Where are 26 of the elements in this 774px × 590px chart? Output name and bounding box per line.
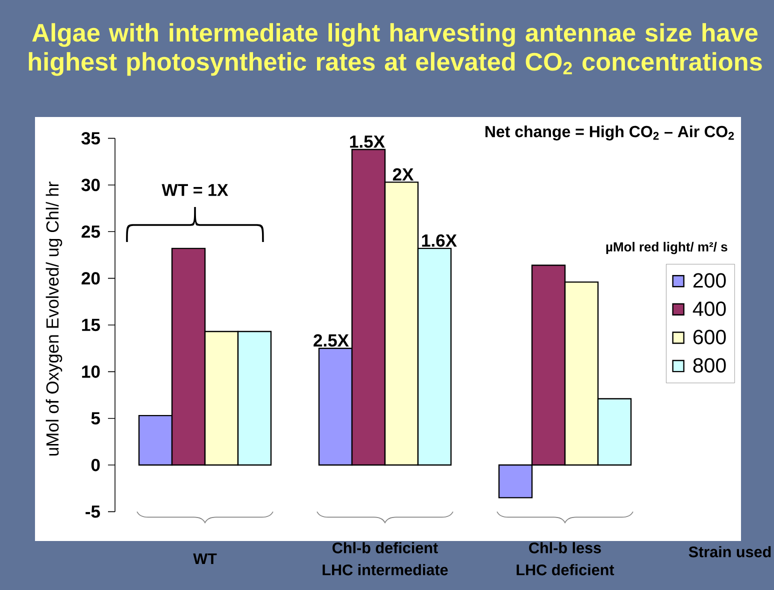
legend-label: 800 [693,358,726,373]
x-tick-label: WT [193,553,217,564]
legend-label: 600 [693,330,726,344]
y-tick-label: 20 [82,272,100,285]
x-tick-label: Chl-b deficient LHC intermediate [322,542,448,576]
chart-title: Algae with intermediate light harvesting antennae size have highest photosynthetic rates at elevated CO$_{2}$ concentrations [28,23,762,76]
legend-label: 200 [693,273,726,288]
legend-label: 400 [692,301,726,316]
annotation: Net change = High CO$_{2}$ – Air CO$_{2}$ [485,126,734,140]
y-tick-label: 10 [82,365,100,378]
annotation: 2.5X [314,334,349,347]
y-tick-label: 0 [91,458,100,472]
annotation: 2X [392,168,414,180]
annotation: 1.5X [350,136,385,148]
y-tick-label: 25 [82,225,100,238]
annotation: WT = 1X [162,184,228,196]
x-tick-label: Chl-b less LHC deficient [516,542,614,576]
y-tick-label: 5 [91,412,100,424]
legend-title: µMol red light/ m²/ s [606,242,728,254]
annotation: 1.6X [422,234,457,247]
y-tick-label: 35 [81,132,100,145]
y-tick-label: 15 [82,318,100,332]
y-tick-label: -5 [86,506,100,518]
y-tick-label: 30 [81,178,100,192]
x-axis-title: Strain used [688,546,771,558]
y-axis-title: uMol of Oxygen Evolved/ ug Chl/ hr [46,182,62,456]
